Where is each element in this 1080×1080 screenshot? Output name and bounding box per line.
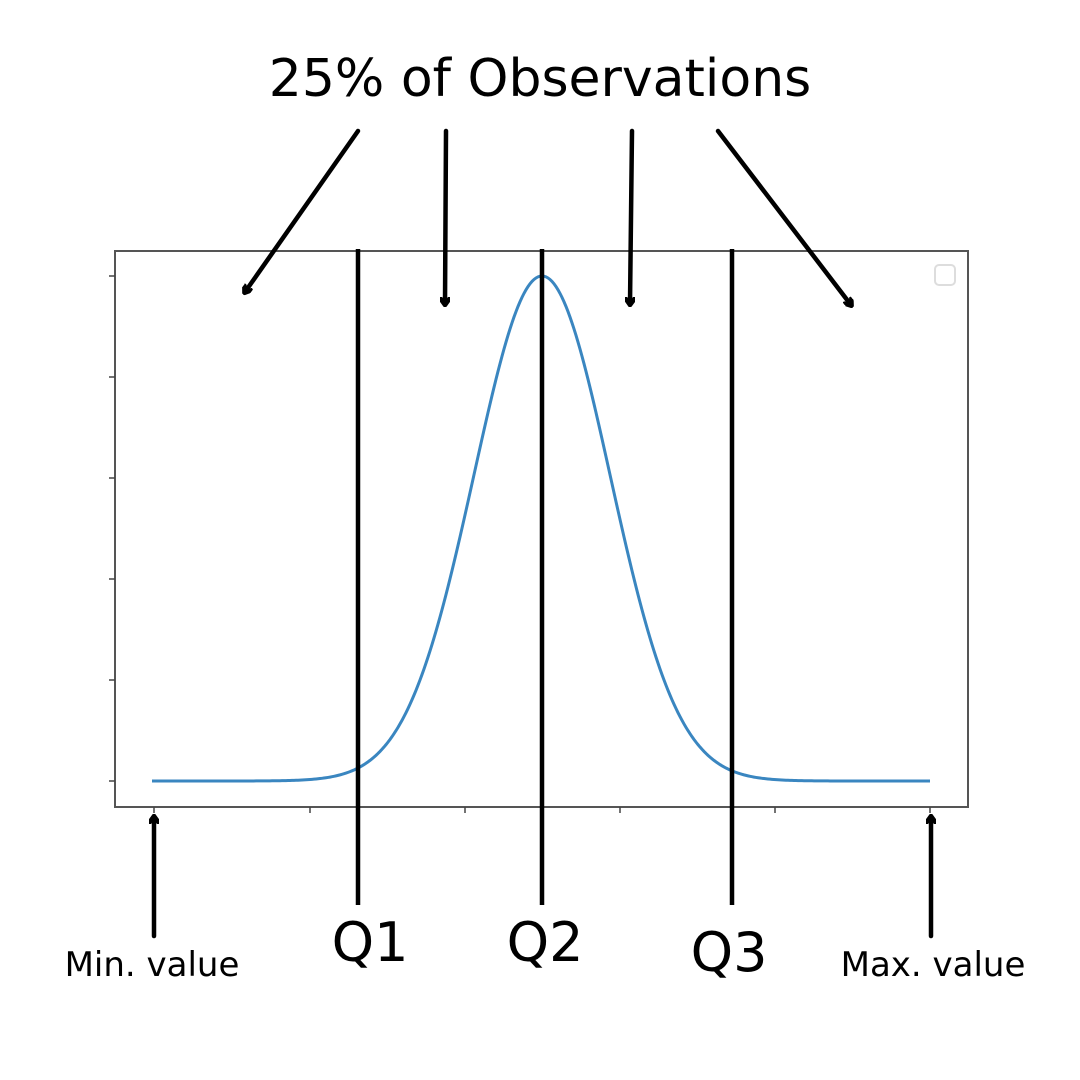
q1-label: Q1 bbox=[332, 911, 409, 974]
legend-box bbox=[934, 264, 956, 286]
arrow-to-third-quarter bbox=[630, 128, 632, 304]
arrow-to-second-quarter bbox=[445, 128, 446, 304]
max-value-label: Max. value bbox=[841, 945, 1026, 985]
arrow-to-first-quarter bbox=[245, 128, 361, 292]
q2-label: Q2 bbox=[507, 911, 584, 974]
y-axis-ticks bbox=[109, 275, 115, 782]
x-axis-ticks bbox=[153, 807, 931, 813]
arrow-to-fourth-quarter bbox=[715, 128, 851, 305]
q3-label: Q3 bbox=[691, 921, 768, 984]
diagram-title: 25% of Observations bbox=[269, 49, 812, 109]
min-value-label: Min. value bbox=[65, 945, 240, 985]
